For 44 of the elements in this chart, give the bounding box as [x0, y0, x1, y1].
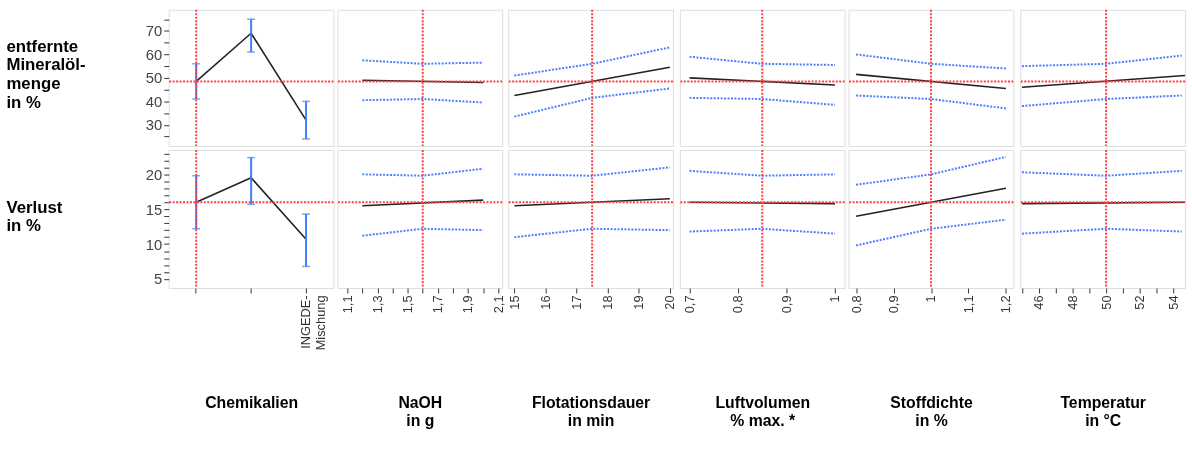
y-tick-label: 15 [145, 201, 163, 218]
x-tick-label: 54 [1165, 295, 1181, 310]
y-tick-label: 10 [145, 236, 163, 253]
x-tick-label: 1,2 [998, 295, 1014, 314]
x-tick-label: 46 [1031, 295, 1047, 310]
x-tick-label: 0,9 [885, 295, 901, 314]
x-axis-title: NaOH in g [398, 393, 443, 429]
y-tick-label: 30 [145, 117, 163, 134]
x-axis-title: Stoffdichte in % [890, 393, 973, 429]
x-tick-label: 1,1 [339, 295, 355, 314]
x-tick-label: 1 [923, 295, 939, 303]
y-tick-label: 70 [145, 23, 163, 40]
x-tick-label: 1,5 [400, 295, 416, 314]
y-tick-label: 5 [154, 271, 163, 288]
x-axis-title: Temperatur in °C [1060, 393, 1146, 429]
y-axis-title: Verlust in % [6, 197, 63, 236]
x-axis-title: Flotationsdauer in min [531, 393, 651, 429]
x-tick-label: 0,9 [778, 295, 794, 314]
x-tick-label: 1,9 [460, 295, 476, 314]
x-tick-label: 0,8 [848, 295, 864, 314]
x-tick-label: INGEDE-Mischung [298, 295, 328, 351]
x-tick-label: 15 [506, 295, 522, 310]
x-tick-label: 16 [537, 295, 553, 310]
x-tick-label: 1,1 [960, 295, 976, 314]
x-tick-label: 19 [631, 295, 647, 310]
y-tick-label: 60 [145, 46, 163, 63]
x-tick-label: 52 [1132, 295, 1148, 310]
y-tick-label: 50 [145, 70, 163, 87]
x-tick-label: 20 [662, 295, 678, 310]
x-tick-label: 1 [827, 295, 843, 303]
x-axis-title: Luftvolumen % max. * [715, 393, 811, 429]
x-axis-title: Chemikalien [205, 393, 299, 411]
x-tick-label: 0,8 [730, 295, 746, 314]
x-tick-label: 50 [1098, 295, 1114, 310]
x-tick-label: 18 [600, 295, 616, 310]
y-tick-label: 20 [145, 166, 163, 183]
x-tick-label: 17 [569, 295, 585, 310]
y-axis-title: entfernte Mineralöl- menge in % [6, 36, 86, 112]
y-tick-label: 40 [145, 93, 163, 110]
x-tick-label: 48 [1064, 295, 1080, 310]
x-tick-label: 2,1 [490, 295, 506, 314]
x-tick-label: 1,7 [430, 295, 446, 314]
x-tick-label: 1,3 [369, 295, 385, 314]
x-tick-label: 0,7 [682, 295, 698, 314]
